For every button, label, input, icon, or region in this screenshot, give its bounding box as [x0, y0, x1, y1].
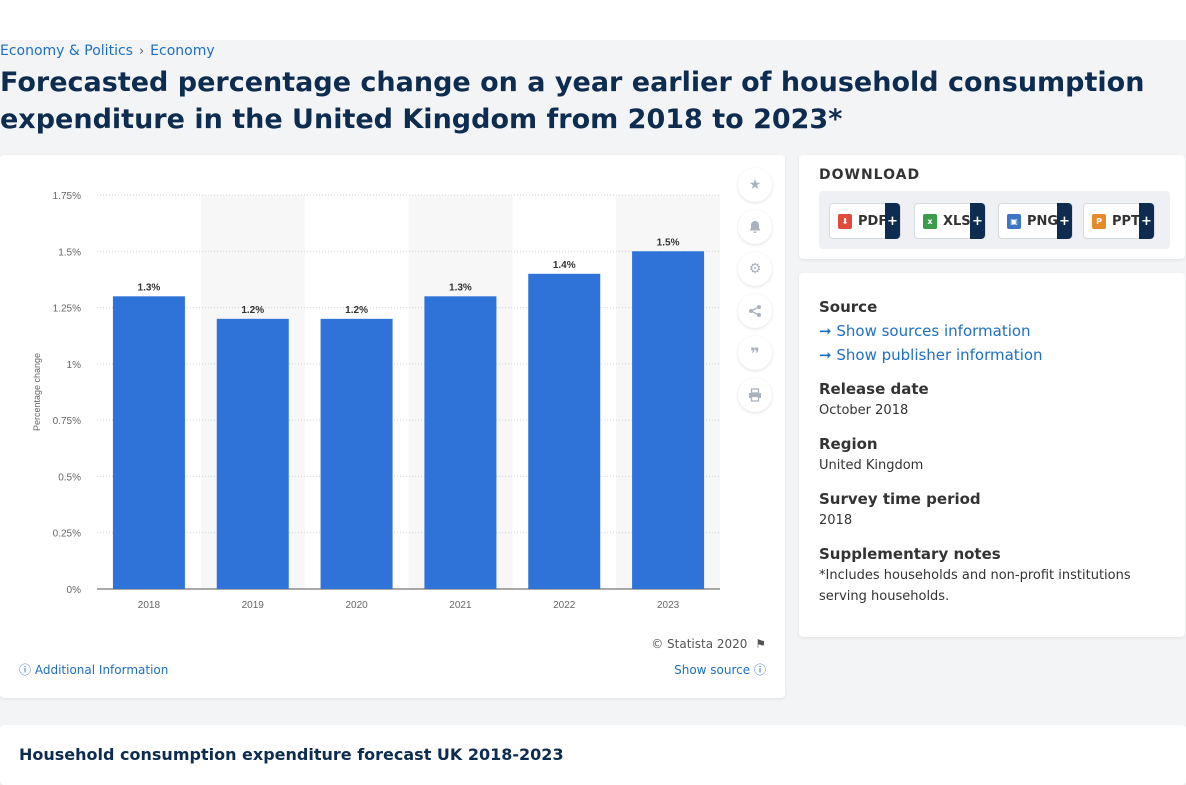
y-tick-label: 0% [67, 585, 82, 596]
supplementary-notes-value: *Includes households and non-profit inst… [819, 568, 1131, 604]
survey-period-heading: Survey time period [819, 490, 981, 508]
flag-icon[interactable]: ⚑ [755, 637, 766, 651]
additional-information-link[interactable]: ⓘ Additional Information [19, 661, 168, 678]
y-tick-label: 1.25% [53, 304, 81, 315]
show-source-link[interactable]: Show source ⓘ [674, 661, 766, 678]
y-tick-label: 0.75% [53, 416, 81, 427]
release-date-value: October 2018 [819, 403, 909, 418]
download-ppt-button[interactable]: P PPT + [1083, 203, 1155, 239]
png-label: PNG [1027, 213, 1059, 229]
x-tick-label: 2023 [657, 600, 680, 611]
related-title[interactable]: Household consumption expenditure foreca… [19, 745, 564, 764]
y-tick-label: 1.5% [58, 247, 81, 258]
breadcrumb-economy[interactable]: Economy [150, 43, 215, 59]
survey-period-value: 2018 [819, 513, 853, 528]
bell-icon[interactable] [738, 210, 772, 244]
print-icon[interactable] [738, 378, 772, 412]
share-icon[interactable] [738, 294, 772, 328]
pdf-file-icon: ⬇ [838, 213, 852, 229]
arrow-right-icon: ➞ [819, 346, 832, 364]
release-date-heading: Release date [819, 380, 929, 398]
bar-chart: 0% 0.25% 0.5% 0.75% 1% 1.25% 1.5% 1.75% Percenta… [32, 191, 720, 611]
region-value: United Kingdom [819, 458, 924, 473]
x-tick-label: 2018 [138, 600, 161, 611]
additional-information-label: Additional Information [34, 663, 169, 677]
bar [216, 318, 289, 589]
download-png-button[interactable]: ▣ PNG + [998, 203, 1073, 239]
gear-icon[interactable]: ⚙ [738, 252, 772, 286]
breadcrumb-separator: › [138, 43, 145, 59]
show-sources-link[interactable]: ➞ Show sources information [819, 322, 1031, 340]
top-bar [0, 0, 1186, 40]
plus-icon[interactable]: + [1139, 203, 1154, 239]
show-source-label: Show source [674, 663, 751, 677]
data-label: 1.3% [449, 282, 472, 293]
data-label: 1.3% [138, 282, 161, 293]
page-title: Forecasted percentage change on a year e… [0, 67, 1145, 135]
data-label: 1.5% [657, 237, 680, 248]
data-label: 1.2% [241, 305, 264, 316]
supplementary-notes-heading: Supplementary notes [819, 545, 1001, 563]
download-buttons: ⬇ PDF + x XLS + ▣ PNG + P PPT + [819, 191, 1170, 249]
data-label: 1.2% [345, 305, 368, 316]
quote-icon[interactable]: ❞ [738, 336, 772, 370]
plus-icon[interactable]: + [885, 203, 900, 239]
y-tick-label: 1.75% [53, 191, 81, 202]
data-label: 1.4% [553, 260, 576, 271]
x-tick-label: 2019 [242, 600, 265, 611]
plus-icon[interactable]: + [1057, 203, 1072, 239]
bar [112, 296, 185, 589]
bar [528, 273, 601, 589]
y-tick-label: 0.5% [58, 472, 81, 483]
xls-file-icon: x [923, 213, 937, 229]
y-axis-title: Percentage change [32, 353, 42, 431]
bar [320, 318, 393, 589]
ppt-file-icon: P [1092, 213, 1106, 229]
download-card: DOWNLOAD ⬇ PDF + x XLS + ▣ PNG + P PPT + [799, 155, 1185, 259]
source-heading: Source [819, 298, 878, 316]
show-sources-label: Show sources information [836, 322, 1031, 340]
bar [424, 296, 497, 589]
x-tick-label: 2021 [449, 600, 472, 611]
download-xls-button[interactable]: x XLS + [914, 203, 986, 239]
region-heading: Region [819, 435, 878, 453]
chart-toolbar: ★ ⚙ ❞ [738, 168, 772, 420]
bar [632, 251, 705, 589]
download-title: DOWNLOAD [819, 167, 921, 183]
png-file-icon: ▣ [1007, 213, 1021, 229]
info-icon: ⓘ [753, 663, 766, 677]
pdf-label: PDF [858, 213, 888, 229]
show-publisher-label: Show publisher information [836, 346, 1043, 364]
y-tick-label: 1% [67, 360, 82, 371]
breadcrumb-economy-politics[interactable]: Economy & Politics [0, 43, 133, 59]
arrow-right-icon: ➞ [819, 322, 832, 340]
x-tick-label: 2022 [553, 600, 576, 611]
xls-label: XLS [943, 213, 971, 229]
copyright: © Statista 2020 ⚑ [651, 637, 766, 651]
related-card: Household consumption expenditure foreca… [0, 725, 1186, 785]
x-tick-label: 2020 [345, 600, 368, 611]
download-pdf-button[interactable]: ⬇ PDF + [829, 203, 901, 239]
info-icon: ⓘ [19, 663, 32, 677]
breadcrumb: Economy & Politics › Economy [0, 43, 215, 59]
star-icon[interactable]: ★ [738, 168, 772, 202]
copyright-text: © Statista 2020 [651, 637, 748, 651]
ppt-label: PPT [1112, 213, 1140, 229]
info-card: Source ➞ Show sources information ➞ Show… [799, 273, 1185, 637]
y-tick-label: 0.25% [53, 529, 81, 540]
plus-icon[interactable]: + [970, 203, 985, 239]
show-publisher-link[interactable]: ➞ Show publisher information [819, 346, 1043, 364]
